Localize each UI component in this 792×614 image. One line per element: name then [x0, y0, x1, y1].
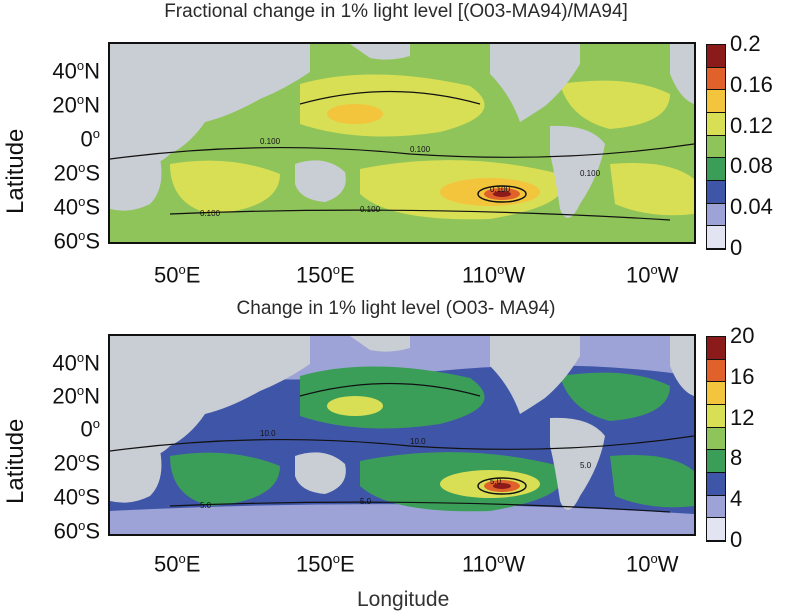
europe-land	[670, 336, 694, 396]
panel-top-title: Fractional change in 1% light level [(O0…	[164, 1, 628, 22]
contour-peak	[477, 185, 527, 203]
contour-label: 0.100	[490, 185, 511, 194]
bottom-colorbar-label: 8	[730, 445, 743, 471]
top-lat-tick-0: 40oN	[52, 58, 100, 84]
bottom-lat-tick-2: 0o	[80, 416, 100, 442]
contour-line	[110, 143, 694, 160]
top-colorbar-label: 0.04	[730, 194, 773, 220]
bottom-lat-tick-4: 40oS	[53, 484, 100, 510]
contour-line	[169, 501, 671, 513]
bottom-colorbar-label: 4	[730, 486, 743, 512]
top-colorbar-label: 0.08	[730, 153, 773, 179]
top-lat-tick-2: 0o	[80, 126, 100, 152]
contour-peak	[477, 477, 527, 495]
contour-label: 10.0	[260, 429, 276, 438]
top-colorbar-label: 0.12	[730, 112, 773, 138]
contour-line	[299, 382, 481, 397]
bottom-colorbar-label: 12	[730, 404, 755, 430]
bottom-colorbar-label: 16	[730, 363, 755, 389]
top-colorbar	[706, 44, 726, 250]
contour-line	[299, 90, 481, 105]
x-axis-title: Longitude	[357, 588, 450, 611]
map-bottom-absolute-change: 10.0 10.0 5.0 5.0 5.0 5.0	[108, 334, 696, 536]
bottom-lat-tick-3: 20oS	[53, 450, 100, 476]
australia-land	[295, 452, 346, 494]
contour-label: 0.100	[580, 169, 601, 178]
south-america-land	[550, 125, 605, 218]
europe-land	[670, 44, 694, 104]
bottom-lat-tick-0: 40oN	[52, 350, 100, 376]
eurasia-land	[110, 336, 310, 456]
contour-label: 5.0	[360, 497, 372, 506]
arctic-land	[350, 336, 410, 352]
north-atlantic-gyre	[560, 372, 670, 421]
africa-land	[110, 104, 162, 211]
peak-center	[493, 191, 511, 197]
north-pacific-maximum	[327, 396, 383, 416]
arctic-land	[350, 44, 410, 60]
contour-label: 0.100	[360, 205, 381, 214]
top-lon-tick-3: 10oW	[626, 262, 679, 288]
north-america-land	[490, 336, 580, 414]
eurasia-land	[110, 44, 310, 164]
bottom-colorbar-label: 0	[730, 527, 743, 552]
peak-center	[493, 483, 511, 489]
top-lon-tick-1: 150oE	[296, 262, 355, 288]
south-atlantic-gyre	[610, 163, 694, 216]
top-lat-tick-3: 20oS	[53, 160, 100, 186]
contour-label: 5.0	[200, 501, 212, 510]
contour-label: 10.0	[410, 437, 426, 446]
top-lat-tick-4: 40oS	[53, 194, 100, 220]
top-lon-tick-0: 50oE	[154, 262, 201, 288]
southern-low-band	[110, 504, 694, 534]
contour-label: 5.0	[580, 461, 592, 470]
top-colorbar-label: 0.16	[730, 71, 773, 97]
contour-line	[110, 435, 694, 452]
panel-bottom-title: Change in 1% light level (O03- MA94)	[236, 298, 556, 319]
top-colorbar-label: 0.2	[730, 31, 761, 56]
top-colorbar-label: 0	[730, 235, 743, 260]
south-america-land	[550, 417, 605, 510]
bottom-colorbar	[706, 336, 726, 542]
contour-label: 0.100	[200, 209, 221, 218]
top-lat-tick-1: 20oN	[52, 92, 100, 118]
australia-land	[295, 160, 346, 202]
south-atlantic-gyre	[610, 455, 694, 508]
contour-label: 5.0	[490, 477, 502, 486]
top-lat-tick-5: 60oS	[53, 228, 100, 254]
top-lon-tick-2: 110oW	[462, 262, 526, 288]
north-pacific-maximum	[327, 104, 383, 124]
africa-land	[110, 396, 162, 503]
north-america-land	[490, 44, 580, 122]
north-atlantic-gyre	[560, 80, 670, 129]
bottom-lon-tick-3: 10oW	[626, 551, 679, 577]
map-top-fractional-change: 0.100 0.100 0.100 0.100 0.100 0.100	[108, 42, 696, 244]
bottom-lat-tick-1: 20oN	[52, 383, 100, 409]
bottom-lon-tick-2: 110oW	[462, 551, 526, 577]
contour-line	[169, 209, 671, 221]
indian-ocean-gyre	[170, 160, 280, 214]
contour-label: 0.100	[260, 137, 281, 146]
bottom-colorbar-label: 20	[730, 323, 755, 348]
bottom-lon-tick-0: 50oE	[154, 551, 201, 577]
bottom-lat-tick-5: 60oS	[53, 518, 100, 544]
bottom-lon-tick-1: 150oE	[296, 551, 355, 577]
indian-ocean-gyre	[170, 452, 280, 506]
contour-label: 0.100	[410, 145, 431, 154]
